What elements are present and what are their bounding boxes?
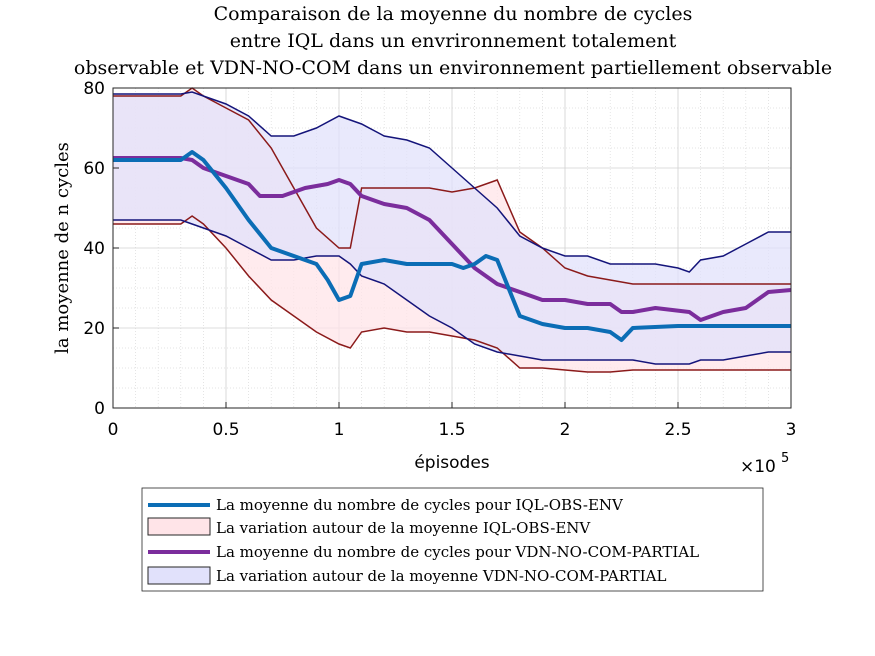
vdn-band-upper-edge: [113, 91, 791, 273]
title-line-3: observable et VDN-NO-COM dans un environ…: [74, 57, 832, 79]
variation-bands: [113, 87, 791, 373]
x-tick-label: 2: [560, 420, 571, 440]
chart-title: Comparaison de la moyenne du nombre de c…: [74, 3, 832, 79]
x-tick-label: 0.5: [212, 420, 239, 440]
x-tick-label: 1: [334, 420, 345, 440]
legend-swatch-vdn-band: [147, 566, 211, 585]
legend-label-vdn-band: La variation autour de la moyenne VDN-NO…: [216, 567, 667, 585]
y-tick-label: 60: [83, 159, 105, 179]
x-tick-label: 1.5: [438, 420, 465, 440]
legend-label-iql-mean: La moyenne du nombre de cycles pour IQL-…: [216, 496, 624, 514]
vdn-mean-line: [113, 156, 792, 322]
legend-label-vdn-mean: La moyenne du nombre de cycles pour VDN-…: [216, 543, 699, 561]
vdn-band-lower-edge: [113, 219, 791, 365]
mean-lines: [113, 150, 792, 342]
x-axis-label: épisodes: [414, 453, 489, 473]
iql-mean-line: [113, 150, 791, 342]
x-exponent-power: 5: [781, 451, 789, 466]
iql-band-upper-edge: [113, 87, 791, 285]
y-tick-label: 80: [83, 79, 105, 99]
x-axis-exponent: ×10 5: [740, 451, 789, 477]
legend-box: [141, 487, 764, 592]
axis-ticks: 0 0.5 1 1.5 2 2.5 3 0 20 40 60 80: [83, 79, 796, 440]
legend-swatch-iql-band: [147, 517, 211, 536]
iql-band-lower-edge: [113, 215, 791, 373]
x-tick-label: 3: [786, 420, 797, 440]
legend-label-iql-band: La variation autour de la moyenne IQL-OB…: [216, 519, 591, 537]
legend: La moyenne du nombre de cycles pour IQL-…: [141, 487, 764, 592]
title-line-1: Comparaison de la moyenne du nombre de c…: [214, 3, 693, 25]
y-tick-label: 40: [83, 239, 105, 259]
vdn-band-area: [113, 92, 791, 364]
x-exponent-base: ×10: [740, 457, 776, 477]
y-axis-label: la moyenne de n cycles: [52, 142, 73, 354]
x-tick-label: 0: [108, 420, 119, 440]
x-tick-label: 2.5: [664, 420, 691, 440]
y-tick-label: 0: [94, 399, 105, 419]
y-tick-label: 20: [83, 319, 105, 339]
title-line-2: entre IQL dans un envrironnement totalem…: [230, 30, 677, 52]
